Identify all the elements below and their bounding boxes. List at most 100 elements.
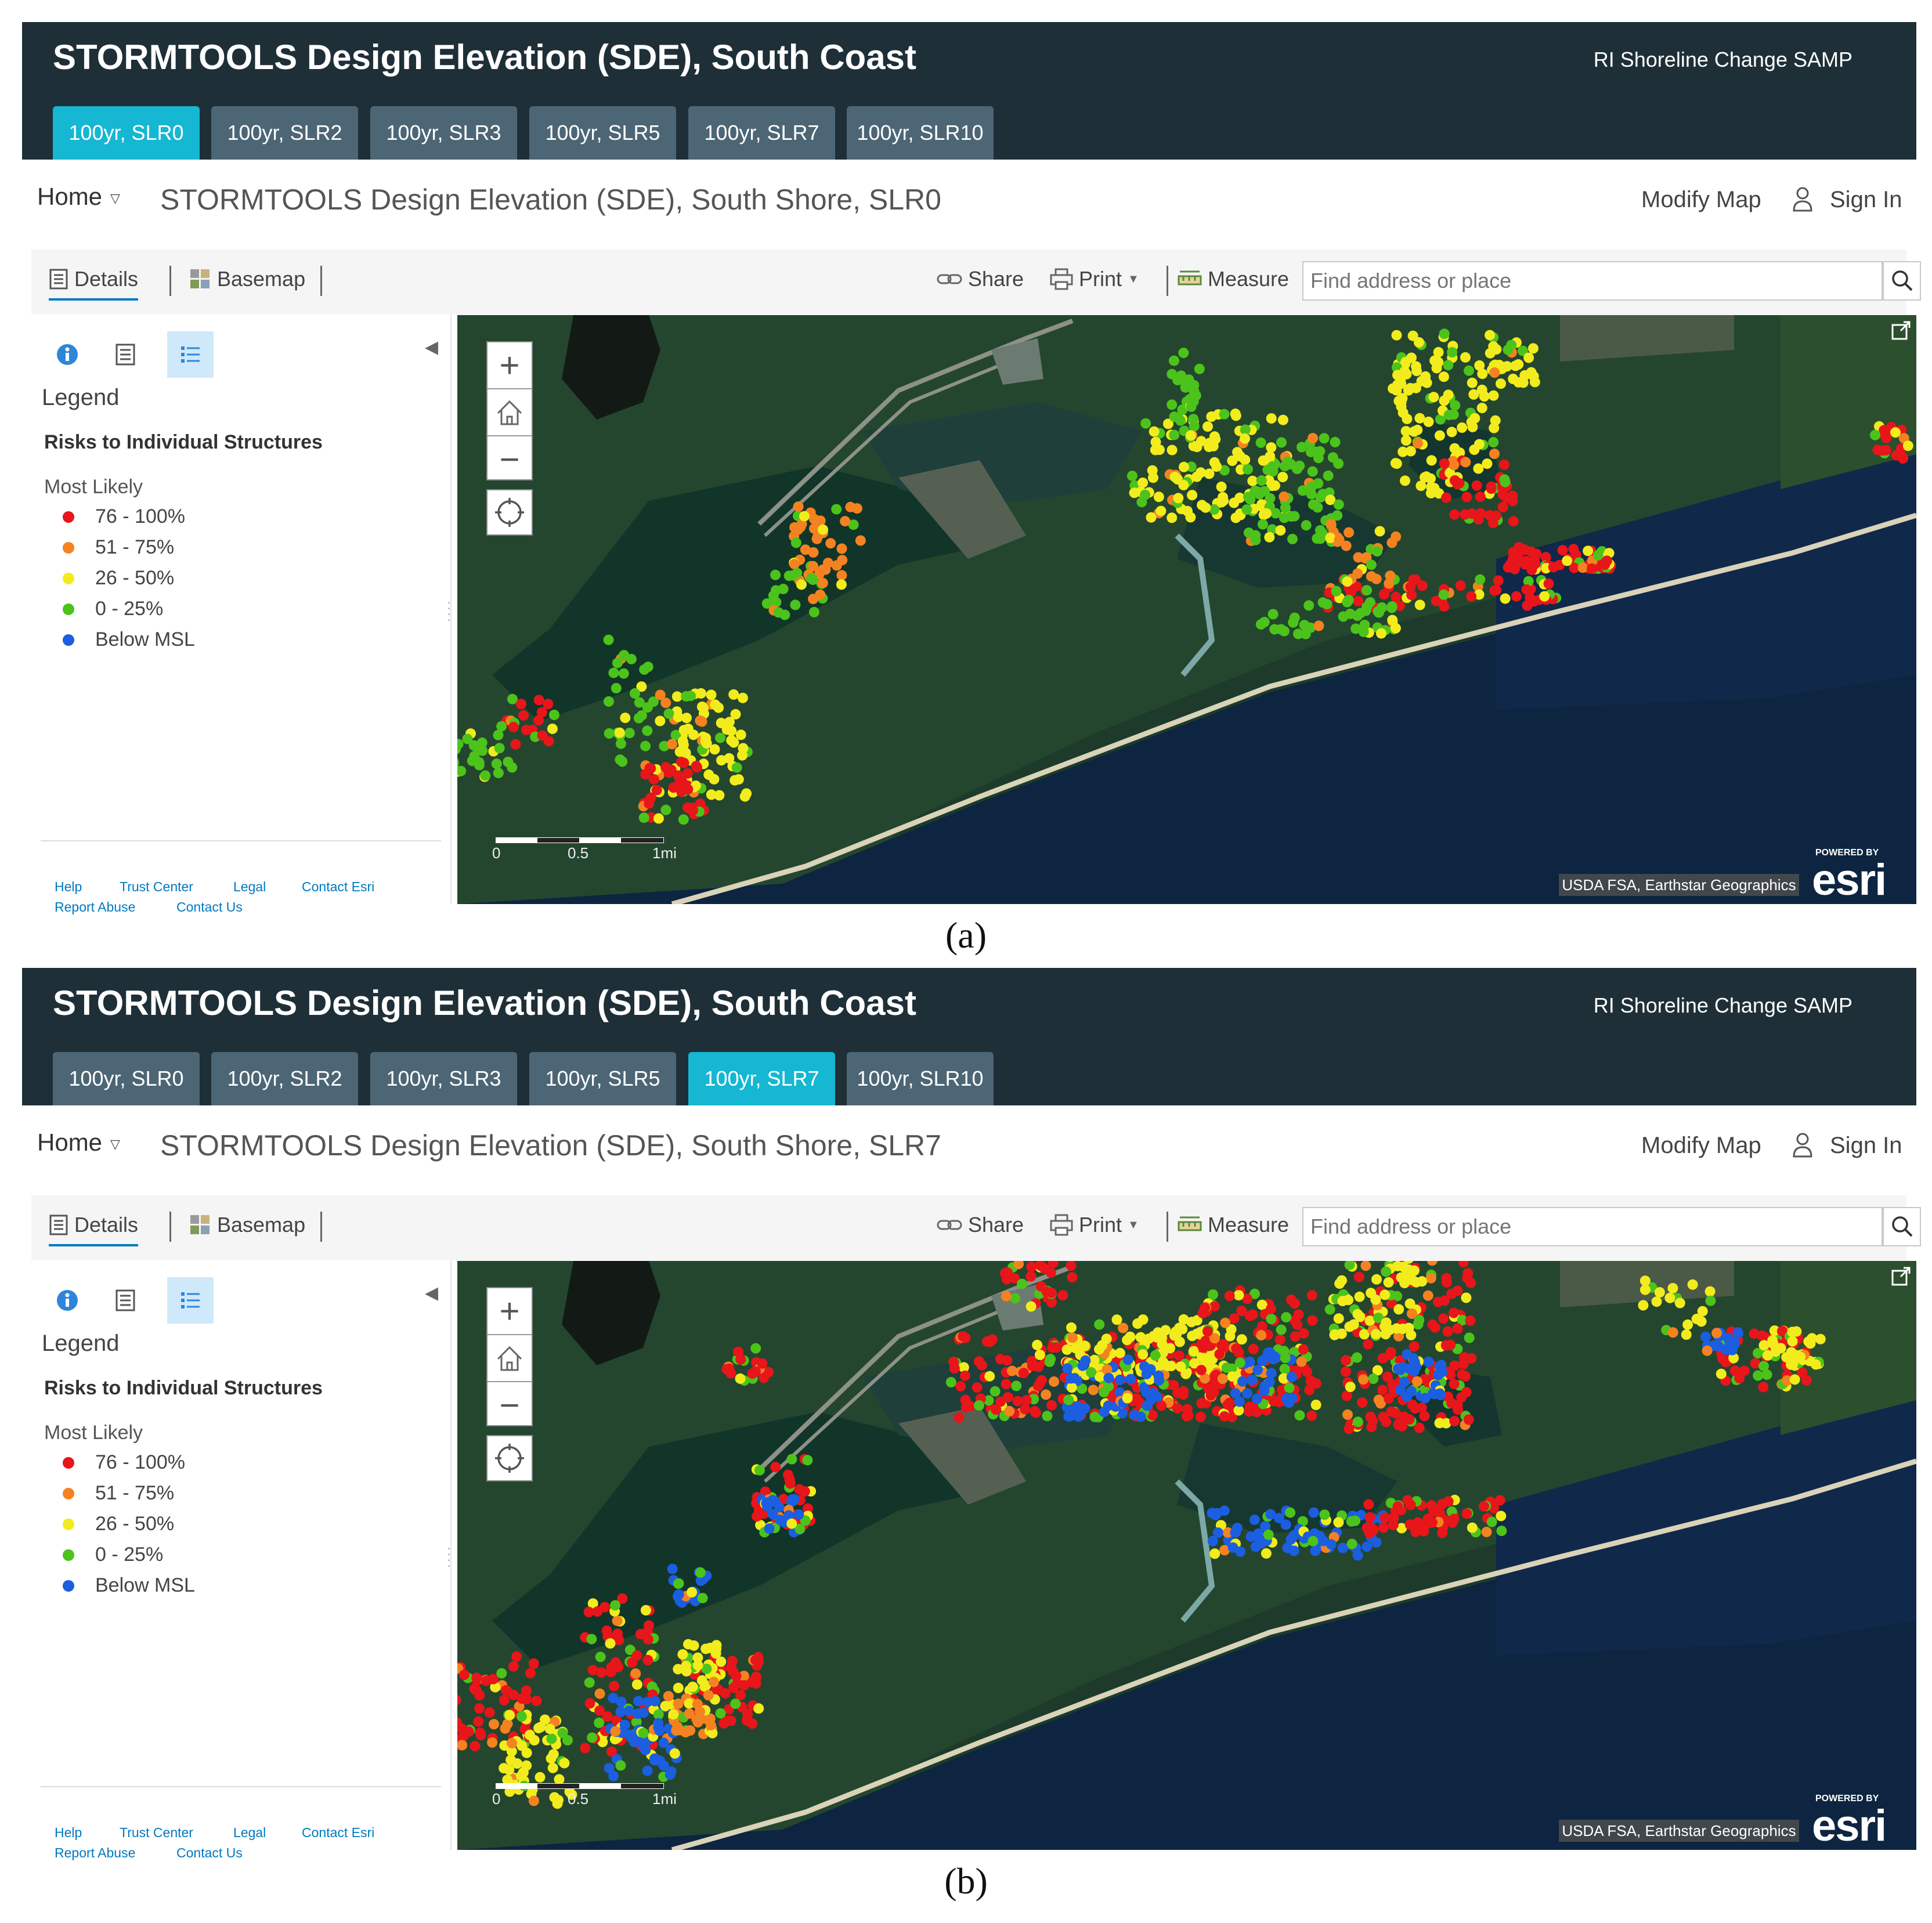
structure-point <box>1219 1545 1230 1556</box>
structure-point <box>457 1740 468 1751</box>
search-input[interactable] <box>1302 261 1883 301</box>
structure-point <box>995 1396 1006 1407</box>
search-button[interactable] <box>1883 1207 1921 1246</box>
trust-center-link[interactable]: Trust Center <box>120 879 193 894</box>
legend-icon <box>181 346 200 363</box>
locate-button[interactable] <box>486 1435 533 1481</box>
report-abuse-link[interactable]: Report Abuse <box>55 1845 136 1860</box>
trust-center-link[interactable]: Trust Center <box>120 1825 193 1840</box>
legal-link[interactable]: Legal <box>233 879 266 894</box>
structure-point <box>1758 1361 1769 1372</box>
structure-point <box>1503 344 1514 355</box>
structure-point <box>659 740 670 751</box>
tab-slr0[interactable]: 100yr, SLR0 <box>53 1052 200 1105</box>
structure-point <box>1455 580 1466 591</box>
contact-esri-link[interactable]: Contact Esri <box>302 1825 375 1840</box>
structure-point <box>584 1677 595 1688</box>
print-button[interactable]: Print ▼ <box>1050 267 1139 291</box>
structure-point <box>706 689 717 700</box>
legend-button[interactable] <box>167 331 214 378</box>
share-button[interactable]: Share <box>937 267 1024 291</box>
tab-slr2[interactable]: 100yr, SLR2 <box>211 1052 358 1105</box>
tab-slr10[interactable]: 100yr, SLR10 <box>847 106 994 160</box>
tab-slr2[interactable]: 100yr, SLR2 <box>211 106 358 160</box>
structure-point <box>1094 1344 1104 1355</box>
tab-slr3[interactable]: 100yr, SLR3 <box>370 1052 517 1105</box>
report-abuse-link[interactable]: Report Abuse <box>55 899 136 914</box>
legend-button[interactable] <box>167 1277 214 1324</box>
structure-point <box>837 555 848 566</box>
basemap-button[interactable]: Basemap <box>189 267 305 291</box>
structure-point <box>1517 345 1528 356</box>
structure-point <box>1032 1339 1043 1350</box>
structure-point <box>1111 1314 1122 1325</box>
contact-us-link[interactable]: Contact Us <box>176 1845 243 1860</box>
tab-slr10[interactable]: 100yr, SLR10 <box>847 1052 994 1105</box>
content-button[interactable] <box>102 1277 149 1324</box>
expand-icon[interactable] <box>1891 320 1912 341</box>
modify-map-link[interactable]: Modify Map <box>1641 1133 1761 1158</box>
help-link[interactable]: Help <box>55 879 82 894</box>
tab-slr5[interactable]: 100yr, SLR5 <box>529 1052 676 1105</box>
contact-us-link[interactable]: Contact Us <box>176 899 243 914</box>
details-button[interactable]: Details <box>49 1213 139 1246</box>
sign-in-link[interactable]: Sign In <box>1830 1133 1902 1158</box>
expand-icon[interactable] <box>1891 1266 1912 1286</box>
tab-slr3[interactable]: 100yr, SLR3 <box>370 106 517 160</box>
help-link[interactable]: Help <box>55 1825 82 1840</box>
structure-point <box>735 729 746 740</box>
zoom-in-button[interactable]: + <box>487 1288 532 1335</box>
home-menu[interactable]: Home ▽ <box>37 1129 120 1156</box>
zoom-out-button[interactable]: − <box>499 440 520 479</box>
locate-button[interactable] <box>486 489 533 536</box>
structure-point <box>1165 1343 1175 1354</box>
structure-point <box>1395 601 1405 612</box>
zoom-in-button[interactable]: + <box>487 342 532 389</box>
structure-point <box>1125 1373 1136 1385</box>
home-menu[interactable]: Home ▽ <box>37 183 120 211</box>
zoom-out-button[interactable]: − <box>499 1386 520 1425</box>
structure-point <box>473 1716 484 1727</box>
sign-in-link[interactable]: Sign In <box>1830 187 1902 212</box>
structure-point <box>673 1682 684 1693</box>
collapse-left-icon[interactable]: ◀ <box>425 338 439 357</box>
share-button[interactable]: Share <box>937 1213 1024 1237</box>
map-view[interactable]: + − 0 0.5 1mi USDA FSA, Earthstar Geogra… <box>457 315 1916 904</box>
resize-handle[interactable]: · · · · <box>447 595 452 627</box>
search-button[interactable] <box>1883 261 1921 301</box>
tab-slr5[interactable]: 100yr, SLR5 <box>529 106 676 160</box>
structure-point <box>1189 379 1200 391</box>
modify-map-link[interactable]: Modify Map <box>1641 187 1761 212</box>
content-button[interactable] <box>102 331 149 378</box>
structure-point <box>1390 458 1401 469</box>
map-view[interactable]: + − 0 0.5 1mi USDA FSA, Earthstar Geogra… <box>457 1261 1916 1850</box>
structure-point <box>1801 1375 1812 1386</box>
structure-point <box>1461 1292 1472 1303</box>
details-button[interactable]: Details <box>49 267 139 301</box>
tab-slr7[interactable]: 100yr, SLR7 <box>688 106 835 160</box>
about-button[interactable] <box>44 331 91 378</box>
structure-point <box>723 1715 734 1726</box>
resize-handle[interactable]: · · · · <box>447 1541 452 1573</box>
measure-button[interactable]: Measure <box>1178 267 1289 291</box>
header-right-link[interactable]: RI Shoreline Change SAMP <box>1593 993 1852 1017</box>
header-right-link[interactable]: RI Shoreline Change SAMP <box>1593 48 1852 71</box>
tab-slr0[interactable]: 100yr, SLR0 <box>53 106 200 160</box>
basemap-button[interactable]: Basemap <box>189 1213 305 1237</box>
home-extent-button[interactable] <box>487 1335 532 1382</box>
home-extent-button[interactable] <box>487 389 532 436</box>
structure-point <box>1352 1308 1363 1320</box>
structure-point <box>1247 1309 1258 1320</box>
structure-point <box>1289 1298 1300 1309</box>
structure-point <box>1305 622 1316 633</box>
about-button[interactable] <box>44 1277 91 1324</box>
print-button[interactable]: Print ▼ <box>1050 1213 1139 1237</box>
collapse-left-icon[interactable]: ◀ <box>425 1284 439 1303</box>
legal-link[interactable]: Legal <box>233 1825 266 1840</box>
contact-esri-link[interactable]: Contact Esri <box>302 879 375 894</box>
measure-button[interactable]: Measure <box>1178 1213 1289 1237</box>
tab-slr7[interactable]: 100yr, SLR7 <box>688 1052 835 1105</box>
structure-point <box>1691 1314 1702 1324</box>
structure-point <box>1281 1312 1292 1323</box>
search-input[interactable] <box>1302 1207 1883 1246</box>
